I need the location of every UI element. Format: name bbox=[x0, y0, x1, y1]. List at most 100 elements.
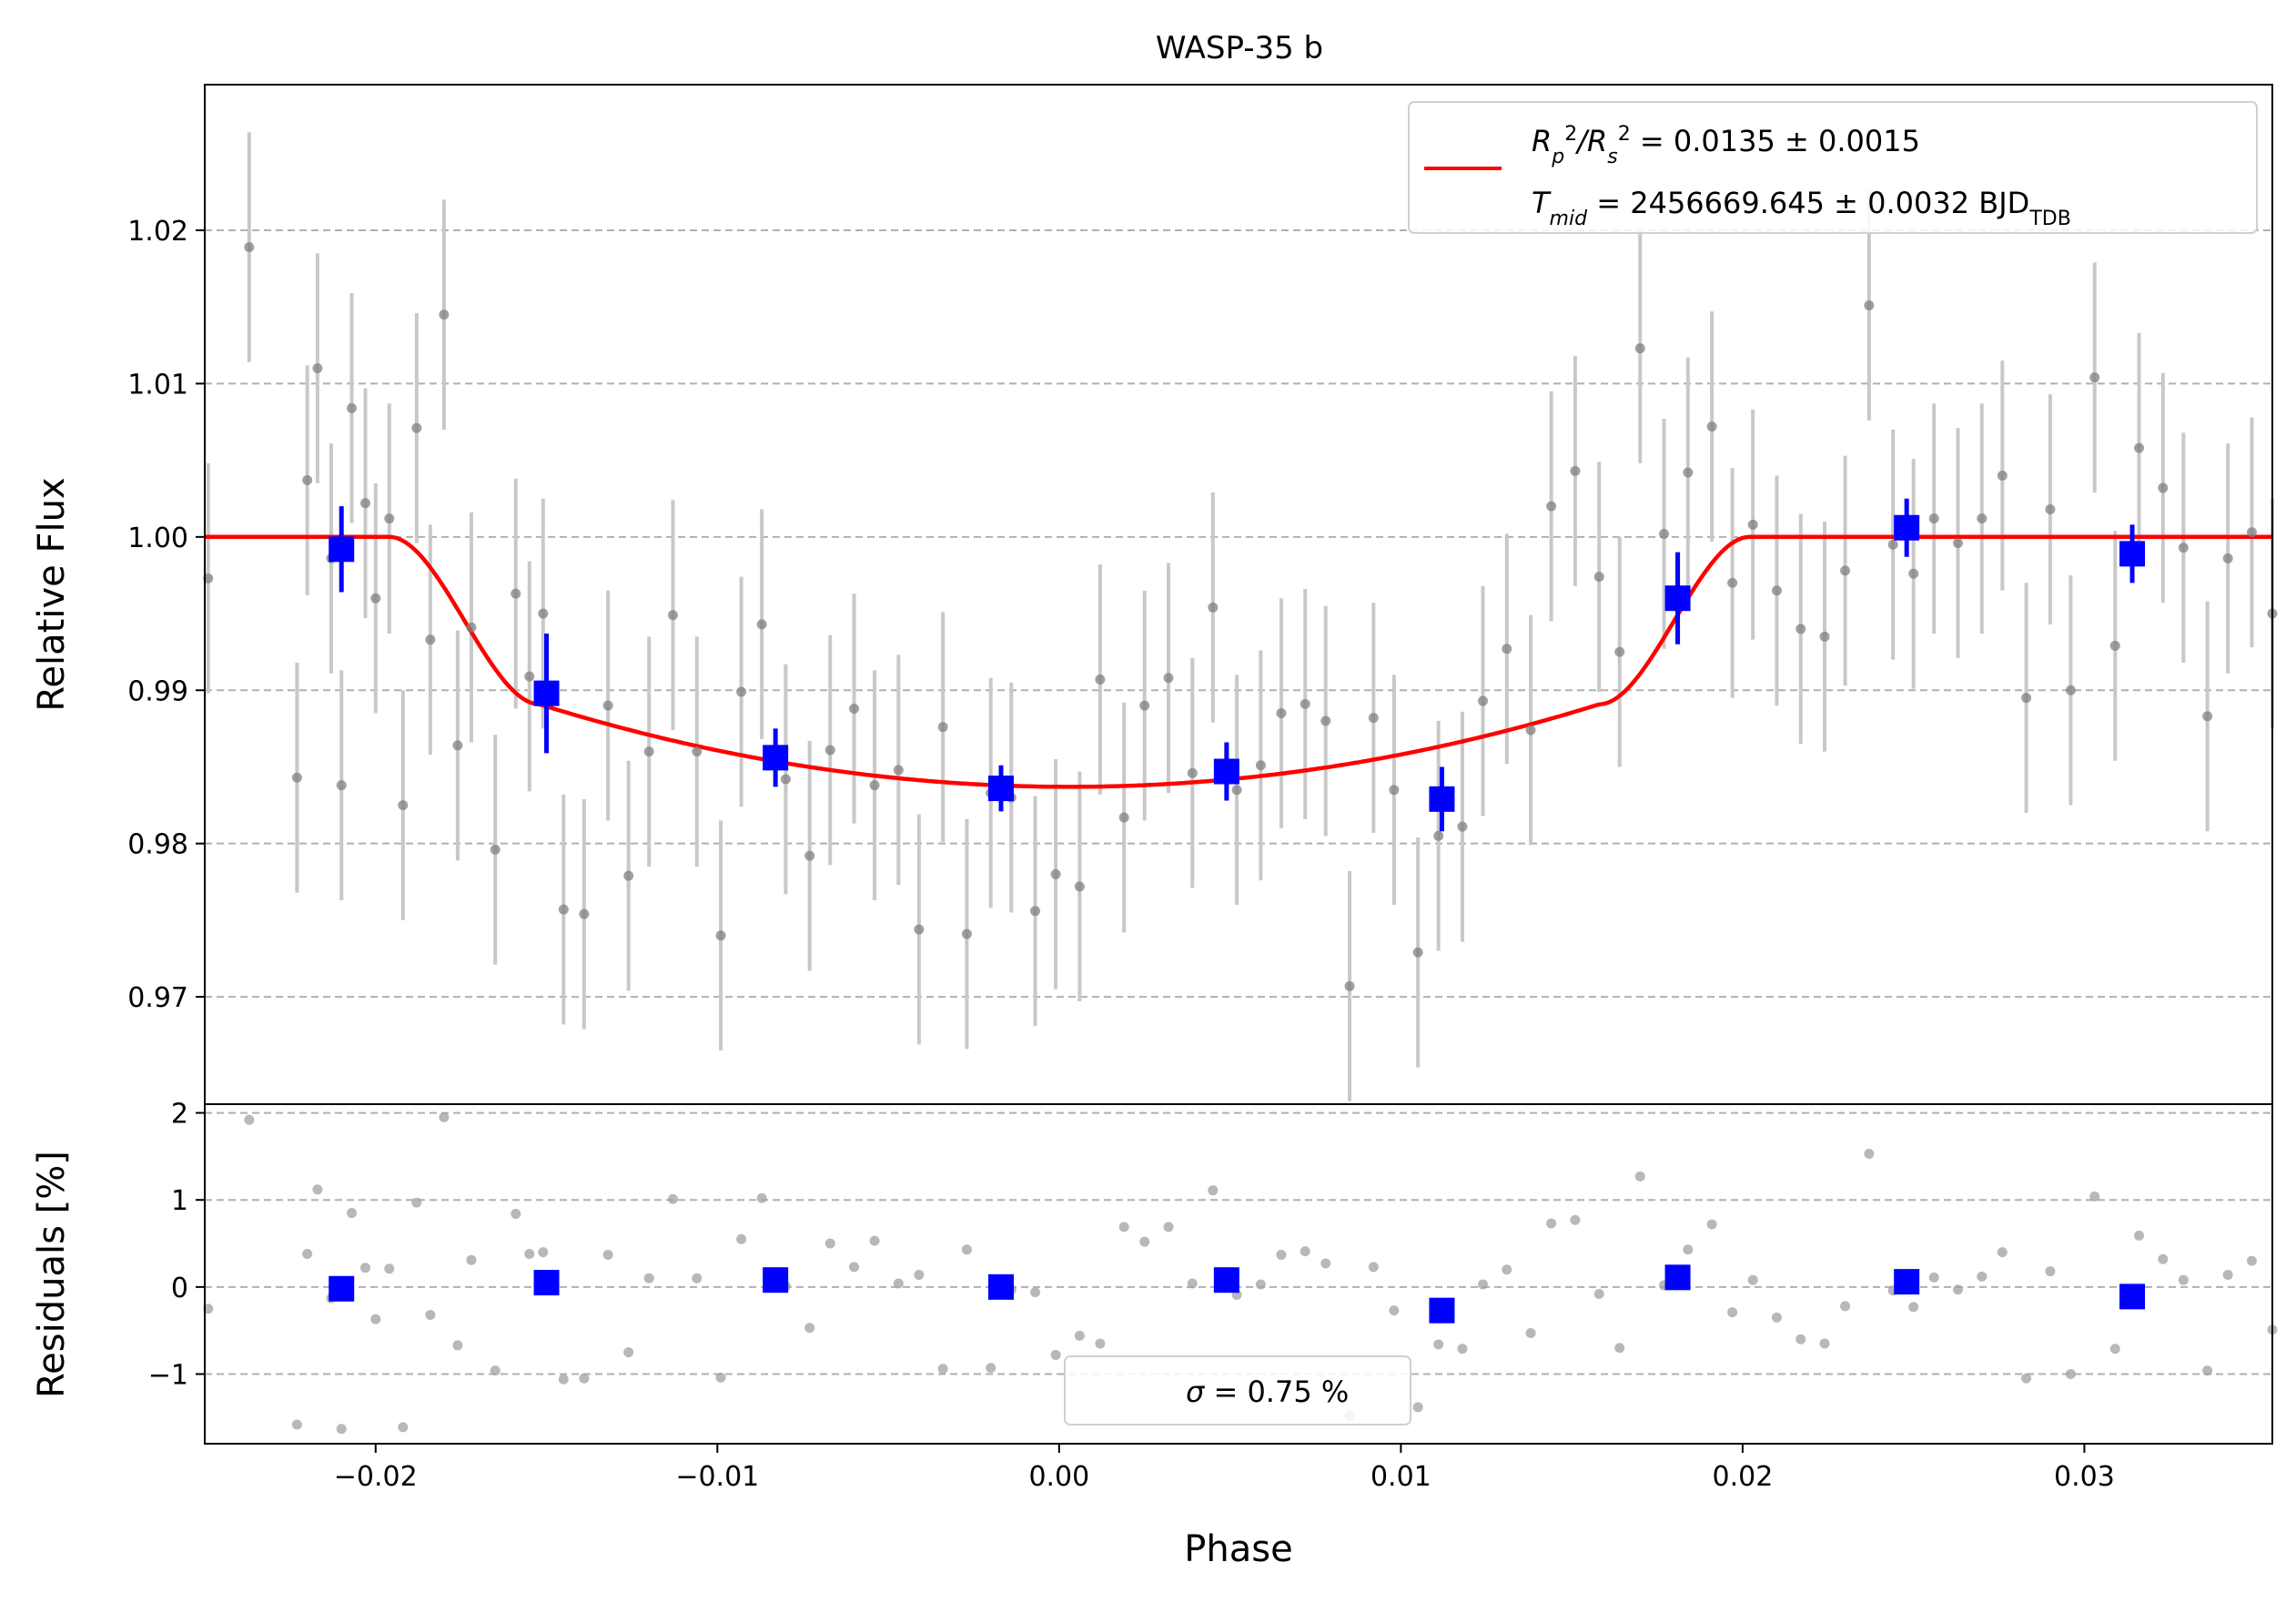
binned-point bbox=[1213, 758, 1239, 785]
data-point bbox=[511, 588, 521, 599]
data-point bbox=[1433, 830, 1444, 841]
data-point bbox=[1771, 585, 1782, 596]
x-tick-label: 0.01 bbox=[1371, 1461, 1431, 1493]
residual-point bbox=[1208, 1185, 1219, 1196]
data-point bbox=[1908, 568, 1919, 579]
data-point bbox=[961, 928, 972, 939]
residual-point bbox=[1953, 1284, 1964, 1295]
data-point bbox=[2065, 685, 2076, 695]
residual-point bbox=[1593, 1288, 1604, 1299]
data-point bbox=[1139, 700, 1150, 711]
residual-point bbox=[2158, 1253, 2169, 1264]
data-point bbox=[804, 850, 815, 861]
data-point bbox=[1502, 644, 1512, 654]
residual-point bbox=[1908, 1302, 1919, 1313]
data-point bbox=[1928, 513, 1939, 524]
top-legend: Rp2/Rs2 = 0.0135 ± 0.0015 Tmid = 2456669… bbox=[1408, 101, 2258, 234]
residual-point bbox=[602, 1249, 613, 1260]
residual-point bbox=[384, 1263, 395, 1274]
x-tick-label: 0.03 bbox=[2054, 1461, 2115, 1493]
legend-mid-sub: mid bbox=[1550, 208, 1589, 230]
data-point bbox=[1208, 602, 1219, 613]
residual-point bbox=[692, 1273, 703, 1283]
residual-point bbox=[1706, 1219, 1717, 1230]
residual-point bbox=[1368, 1262, 1379, 1273]
residual-point bbox=[1074, 1330, 1085, 1341]
residual-point bbox=[1187, 1278, 1198, 1289]
residual-point bbox=[1478, 1279, 1489, 1290]
data-point bbox=[1887, 539, 1898, 550]
bottom-y-ticks: −1 0 1 2 bbox=[148, 1099, 205, 1391]
legend-entry-line1: Rp2/Rs2 = 0.0135 ± 0.0015 bbox=[1532, 123, 1920, 168]
residual-point bbox=[1864, 1149, 1875, 1160]
data-point bbox=[244, 242, 255, 253]
top-data-points bbox=[203, 242, 2278, 991]
sigma-value: = 0.75 % bbox=[1204, 1375, 1349, 1409]
data-point bbox=[2158, 482, 2169, 493]
residual-binned-point bbox=[1429, 1297, 1455, 1324]
residual-point bbox=[1320, 1258, 1331, 1269]
legend-r: R bbox=[1532, 124, 1552, 158]
x-tick-label: −0.02 bbox=[334, 1461, 418, 1493]
data-point bbox=[824, 745, 835, 756]
residual-point bbox=[579, 1373, 590, 1384]
data-point bbox=[452, 740, 463, 751]
data-point bbox=[203, 573, 214, 583]
residual-point bbox=[2109, 1344, 2120, 1354]
data-point bbox=[623, 870, 634, 881]
data-point bbox=[2109, 640, 2120, 651]
data-point bbox=[1030, 906, 1041, 917]
residual-point bbox=[2021, 1373, 2032, 1384]
residual-point bbox=[869, 1235, 880, 1246]
residual-point bbox=[914, 1269, 925, 1280]
residual-point bbox=[804, 1323, 815, 1334]
chart-title: WASP-35 b bbox=[1156, 30, 1323, 66]
data-point bbox=[2178, 543, 2189, 553]
binned-point bbox=[988, 776, 1015, 802]
residual-point bbox=[425, 1309, 436, 1320]
data-point bbox=[291, 772, 302, 783]
data-point bbox=[1276, 708, 1287, 719]
data-point bbox=[1050, 868, 1061, 879]
residual-point bbox=[1389, 1305, 1400, 1316]
residual-point bbox=[1412, 1402, 1423, 1413]
data-point bbox=[579, 908, 590, 919]
residual-point bbox=[466, 1254, 477, 1265]
residual-point bbox=[524, 1249, 535, 1260]
data-point bbox=[1977, 513, 1988, 524]
residual-point bbox=[1683, 1244, 1694, 1255]
data-point bbox=[1683, 467, 1694, 478]
data-point bbox=[914, 924, 925, 935]
data-point bbox=[937, 722, 948, 733]
sigma-label: σ = 0.75 % bbox=[1186, 1375, 1349, 1409]
data-point bbox=[558, 904, 569, 915]
data-point bbox=[1614, 646, 1625, 657]
data-point bbox=[370, 593, 381, 604]
data-point bbox=[1659, 528, 1670, 539]
residual-point bbox=[1614, 1343, 1625, 1354]
residual-point bbox=[961, 1244, 972, 1255]
data-point bbox=[411, 422, 422, 433]
data-point bbox=[384, 513, 395, 524]
residual-point bbox=[511, 1209, 521, 1220]
top-y-tick-label: 1.02 bbox=[127, 216, 188, 248]
residual-point bbox=[302, 1249, 313, 1260]
residual-binned-points bbox=[329, 1264, 2146, 1324]
residual-point bbox=[1276, 1249, 1287, 1260]
data-point bbox=[1368, 713, 1379, 724]
binned-point bbox=[2119, 541, 2146, 567]
residual-point bbox=[1747, 1274, 1758, 1285]
residual-point bbox=[1139, 1236, 1150, 1247]
data-point bbox=[780, 774, 791, 785]
data-point bbox=[1478, 695, 1489, 706]
residual-binned-point bbox=[1894, 1269, 1920, 1295]
residual-legend-box bbox=[1064, 1355, 1411, 1425]
residual-point bbox=[986, 1363, 996, 1374]
residual-point bbox=[346, 1208, 357, 1219]
residual-point bbox=[291, 1419, 302, 1430]
binned-point bbox=[533, 680, 560, 706]
data-point bbox=[1747, 519, 1758, 530]
residual-legend: σ = 0.75 % bbox=[1064, 1355, 1411, 1425]
data-point bbox=[849, 703, 860, 714]
